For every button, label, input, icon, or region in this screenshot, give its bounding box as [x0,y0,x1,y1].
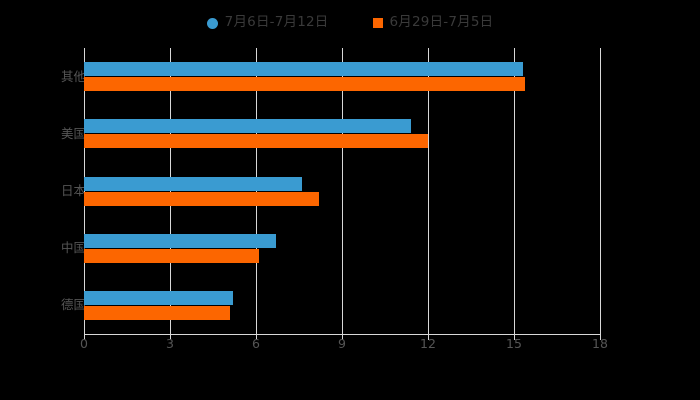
y-axis-category-label: 其他 [60,68,86,84]
bar[interactable] [84,248,259,263]
x-axis-tick [342,335,343,340]
bar[interactable] [84,233,277,248]
x-axis-tick-label: 9 [338,336,346,351]
gridline [600,48,601,334]
gridline [84,48,85,334]
bar[interactable] [84,62,523,77]
y-axis-category-label: 中国 [60,239,86,255]
x-axis-tick-label: 12 [420,336,436,351]
x-axis-tick [84,335,85,340]
gridline [428,48,429,334]
x-axis-line [84,334,601,335]
gridline [170,48,171,334]
bar[interactable] [84,119,411,134]
legend-label-series-2: 6月29日-7月5日 [389,14,494,31]
y-axis-category-label: 德国 [60,297,86,313]
bar[interactable] [84,176,302,191]
x-axis-tick-label: 0 [80,336,88,351]
x-axis-tick-label: 18 [592,336,608,351]
gridline [342,48,343,334]
y-axis-category-label: 美国 [60,125,86,141]
x-axis-tick [428,335,429,340]
x-axis-tick [514,335,515,340]
legend-entry-series-1[interactable]: 7月6日-7月12日 [206,14,329,31]
bar[interactable] [84,134,428,149]
x-axis-tick [256,335,257,340]
x-axis-tick [600,335,601,340]
bar[interactable] [84,191,320,206]
x-axis-tick-label: 3 [166,336,174,351]
chart-legend: 7月6日-7月12日 6月29日-7月5日 [0,12,700,34]
y-axis-category-label: 日本 [60,182,86,198]
x-axis-tick [170,335,171,340]
bar[interactable] [84,77,526,92]
x-axis-tick-label: 6 [252,336,260,351]
gridline [514,48,515,334]
bar[interactable] [84,305,231,320]
x-axis-tick-label: 15 [506,336,522,351]
legend-label-series-1: 7月6日-7月12日 [224,14,329,31]
square-marker-icon [372,18,383,28]
plot-area [84,48,601,334]
legend-entry-series-2[interactable]: 6月29日-7月5日 [372,14,494,31]
gridline [256,48,257,334]
circle-marker-icon [206,17,218,29]
bar[interactable] [84,290,234,305]
